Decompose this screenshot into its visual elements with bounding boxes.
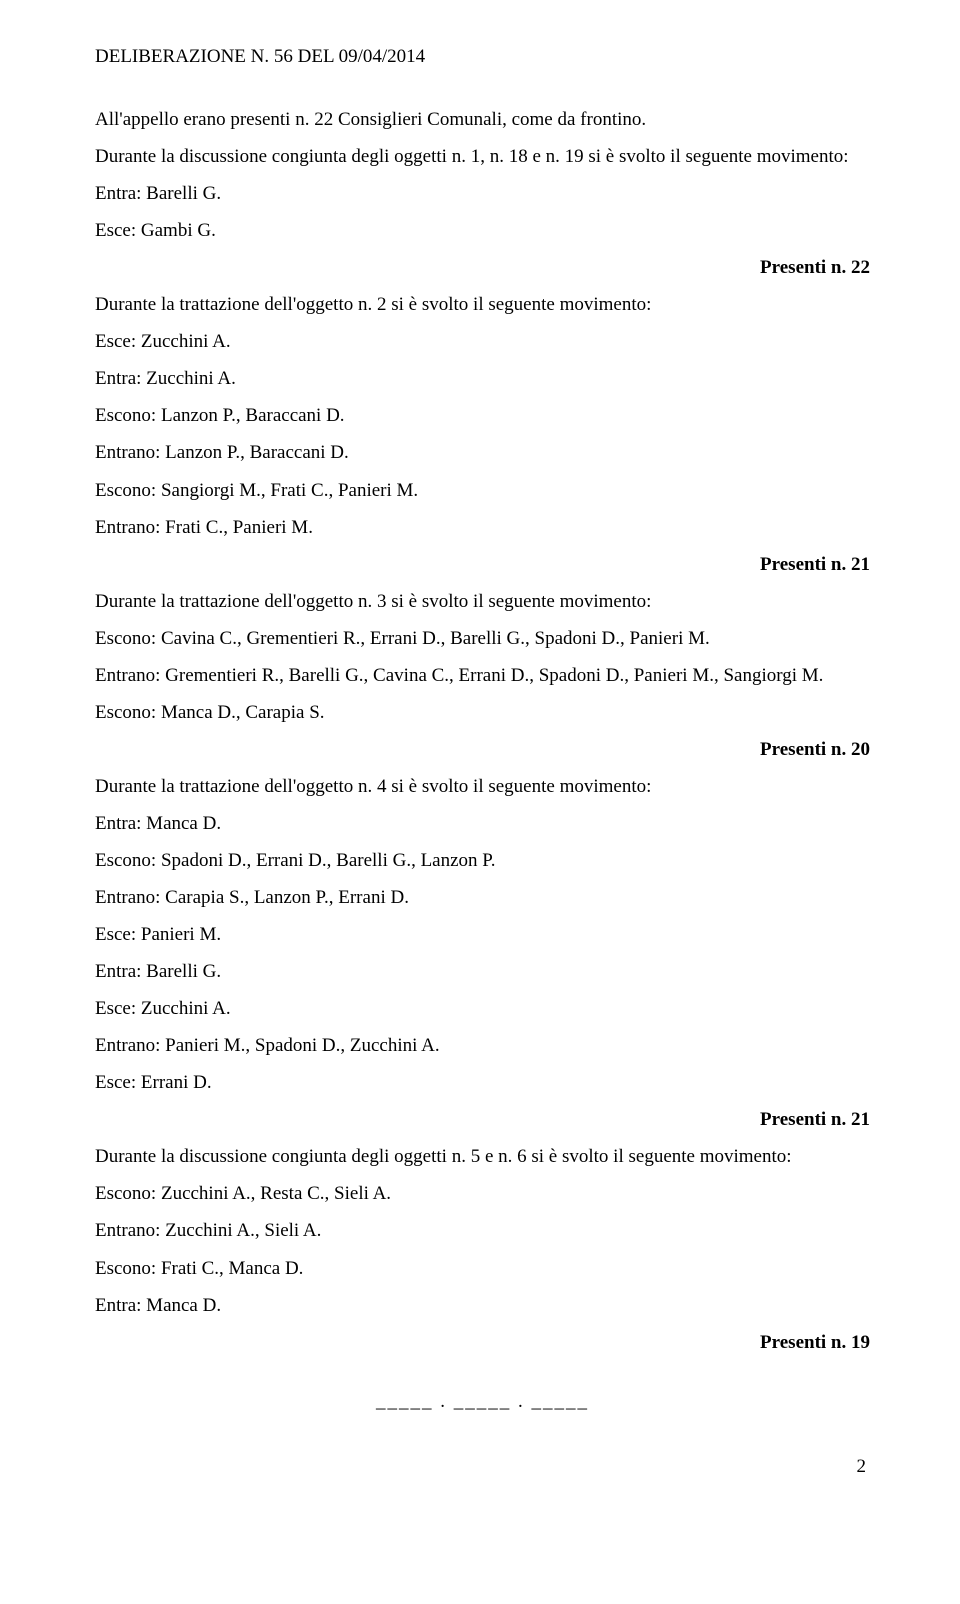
presenti-count: Presenti n. 19 xyxy=(95,1324,870,1361)
section-divider: _____ . _____ . _____ xyxy=(95,1383,870,1420)
body-line: Esce: Zucchini A. xyxy=(95,323,870,360)
body-line: Esce: Zucchini A. xyxy=(95,990,870,1027)
body-line: Entrano: Zucchini A., Sieli A. xyxy=(95,1212,870,1249)
body-line: Entrano: Panieri M., Spadoni D., Zucchin… xyxy=(95,1027,870,1064)
page-number: 2 xyxy=(95,1448,870,1485)
body-line: Escono: Sangiorgi M., Frati C., Panieri … xyxy=(95,472,870,509)
document-body: All'appello erano presenti n. 22 Consigl… xyxy=(95,101,870,1361)
body-line: Durante la trattazione dell'oggetto n. 2… xyxy=(95,286,870,323)
body-line: Escono: Frati C., Manca D. xyxy=(95,1250,870,1287)
body-line: Esce: Errani D. xyxy=(95,1064,870,1101)
body-line: Escono: Spadoni D., Errani D., Barelli G… xyxy=(95,842,870,879)
body-line: Durante la trattazione dell'oggetto n. 3… xyxy=(95,583,870,620)
body-line: Escono: Manca D., Carapia S. xyxy=(95,694,870,731)
body-line: Entra: Manca D. xyxy=(95,1287,870,1324)
presenti-count: Presenti n. 21 xyxy=(95,546,870,583)
body-line: Entrano: Lanzon P., Baraccani D. xyxy=(95,434,870,471)
body-line: Entra: Barelli G. xyxy=(95,953,870,990)
body-line: Entrano: Frati C., Panieri M. xyxy=(95,509,870,546)
body-line: Entrano: Grementieri R., Barelli G., Cav… xyxy=(95,657,870,694)
presenti-count: Presenti n. 20 xyxy=(95,731,870,768)
body-line: Esce: Panieri M. xyxy=(95,916,870,953)
presenti-count: Presenti n. 22 xyxy=(95,249,870,286)
body-line: Escono: Zucchini A., Resta C., Sieli A. xyxy=(95,1175,870,1212)
body-line: Esce: Gambi G. xyxy=(95,212,870,249)
body-line: Durante la discussione congiunta degli o… xyxy=(95,138,870,175)
document-header: DELIBERAZIONE N. 56 DEL 09/04/2014 xyxy=(95,38,870,75)
presenti-count: Presenti n. 21 xyxy=(95,1101,870,1138)
body-line: All'appello erano presenti n. 22 Consigl… xyxy=(95,101,870,138)
body-line: Escono: Lanzon P., Baraccani D. xyxy=(95,397,870,434)
body-line: Durante la discussione congiunta degli o… xyxy=(95,1138,870,1175)
body-line: Durante la trattazione dell'oggetto n. 4… xyxy=(95,768,870,805)
body-line: Entrano: Carapia S., Lanzon P., Errani D… xyxy=(95,879,870,916)
body-line: Entra: Zucchini A. xyxy=(95,360,870,397)
body-line: Entra: Manca D. xyxy=(95,805,870,842)
body-line: Escono: Cavina C., Grementieri R., Erran… xyxy=(95,620,870,657)
body-line: Entra: Barelli G. xyxy=(95,175,870,212)
